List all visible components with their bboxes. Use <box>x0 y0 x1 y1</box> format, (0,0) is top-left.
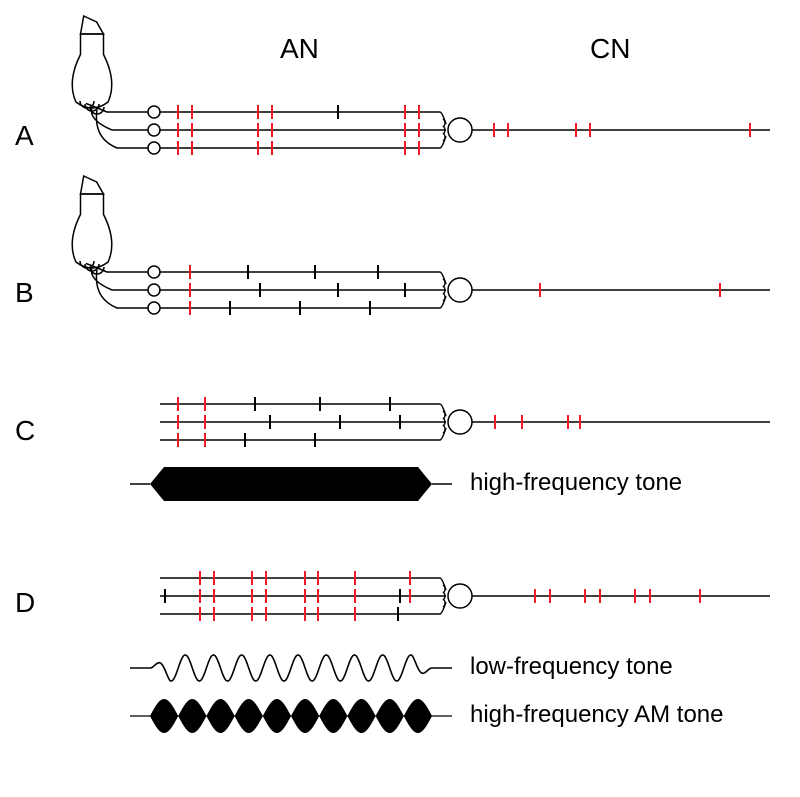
hair-cell-stereocilia <box>81 176 104 194</box>
an-cell-body <box>148 106 160 118</box>
afferent-curve <box>91 107 148 130</box>
cn-cell <box>448 410 472 434</box>
lf-sine <box>150 655 432 681</box>
figure-svg: AN CN A B C Dhigh-frequency tone low-frequency… <box>0 0 800 797</box>
hair-cell-body <box>72 194 112 268</box>
an-cell-body <box>148 124 160 136</box>
stim-label-lf_tone: low-frequency tone <box>470 653 673 680</box>
afferent-curve <box>96 110 148 148</box>
cn-cell <box>448 118 472 142</box>
an-cell-body <box>148 142 160 154</box>
afferent-curve <box>91 267 148 290</box>
panel-label-C: C <box>15 415 35 446</box>
panel-label-A: A <box>15 120 34 151</box>
an-cell-body <box>148 302 160 314</box>
afferent-curve <box>96 270 148 308</box>
header-label: CN <box>590 33 630 64</box>
panel-label-B: B <box>15 277 34 308</box>
header-label: AN <box>280 33 319 64</box>
cn-cell <box>448 278 472 302</box>
an-cell-body <box>148 284 160 296</box>
hf-tone-bar <box>150 467 432 501</box>
an-cell-body <box>148 266 160 278</box>
panel-label-D: D <box>15 587 35 618</box>
hair-cell-body <box>72 34 112 108</box>
stim-label-hf_tone: high-frequency tone <box>470 469 682 496</box>
cn-cell <box>448 584 472 608</box>
stim-label-hf_am: high-frequency AM tone <box>470 701 724 728</box>
hair-cell-stereocilia <box>81 16 104 34</box>
hf-am-envelope <box>150 699 432 733</box>
